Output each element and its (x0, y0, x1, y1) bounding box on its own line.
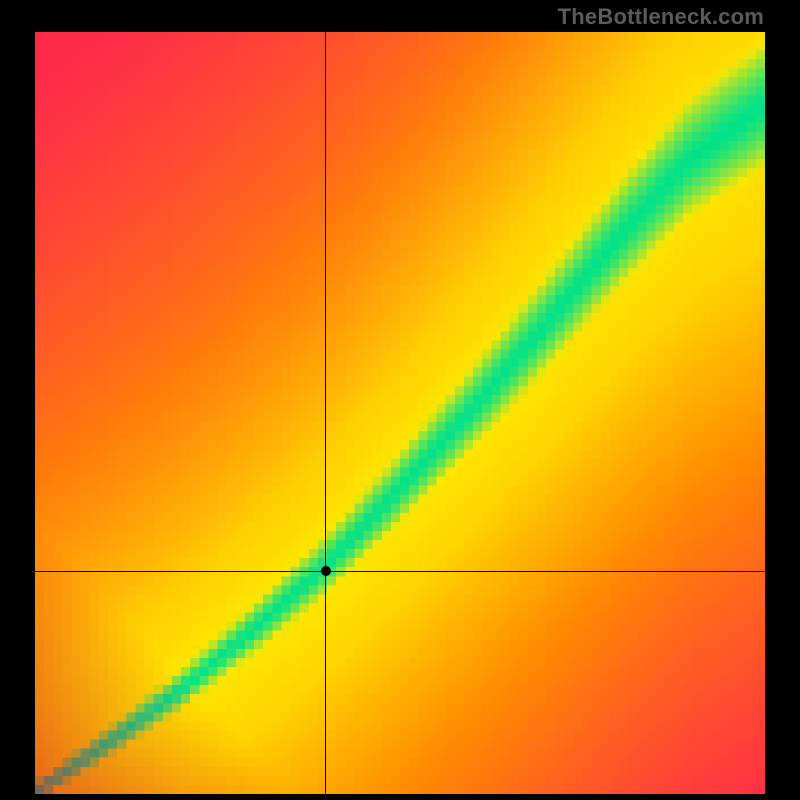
watermark-text: TheBottleneck.com (558, 4, 764, 30)
bottleneck-heatmap (35, 32, 765, 794)
crosshair-vertical (325, 32, 326, 794)
chart-container: { "watermark": { "text": "TheBottleneck.… (0, 0, 800, 800)
crosshair-horizontal (35, 571, 765, 572)
